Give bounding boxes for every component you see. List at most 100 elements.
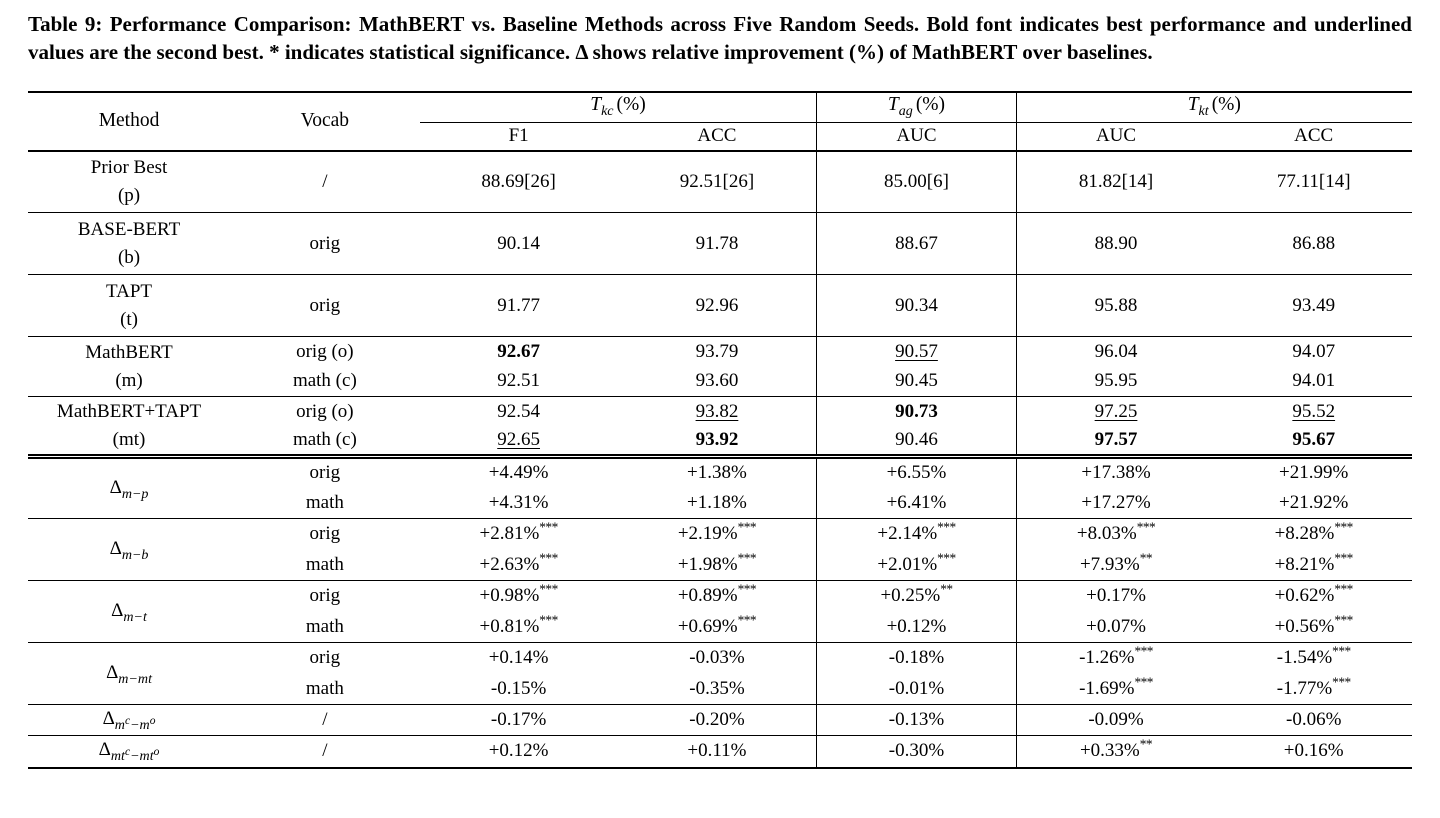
cell-value: 93.79 (695, 340, 739, 362)
value-cell: +0.69%*** (617, 611, 818, 644)
cell-value: +2.81% (479, 523, 540, 545)
delta-method: Δm−p (110, 477, 149, 502)
col-group-header-kt: Tkt (%) (1016, 91, 1412, 124)
cell-value: +2.19% (677, 523, 738, 545)
cell-value: 88.67 (895, 232, 938, 254)
delta-subscript: m−mt (118, 670, 152, 686)
cell-value: 93.82 (695, 400, 739, 422)
col-header-method: Method (28, 91, 231, 152)
method-line: (m) (115, 369, 143, 391)
cell-value: 88.90 (1094, 232, 1138, 254)
sub-col-header: ACC (1215, 122, 1412, 152)
delta-subscript-text: m−p (121, 485, 149, 502)
significance-stars: *** (737, 550, 757, 566)
value-cell: 92.51 (419, 366, 618, 398)
value-cell: 93.79 (617, 336, 818, 367)
value-cell: 90.14 (419, 212, 618, 276)
significance-stars: *** (1334, 550, 1353, 566)
cell-value: 85.00[6] (884, 170, 949, 192)
value-cell: +1.18% (617, 487, 818, 520)
delta-method: Δm−mt (106, 661, 152, 687)
value-cell: +2.19%*** (617, 518, 818, 550)
cell-value: +7.93% (1079, 553, 1140, 575)
table-row: math -0.15% -0.35% -0.01% -1.69%*** -1.77%*** (28, 673, 1412, 706)
value-cell: +2.01%*** (816, 549, 1017, 582)
delta-subscript-text: m (114, 716, 125, 733)
cell-value: 97.57 (1094, 429, 1138, 451)
table-row: TAPT (t) orig 91.77 92.96 90.34 95.88 93.49 (28, 274, 1412, 338)
value-cell: 81.82[14] (1016, 150, 1216, 214)
cell-value: +4.31% (488, 491, 549, 513)
cell-value: -0.13% (888, 709, 945, 731)
cell-value: +8.21% (1274, 553, 1335, 575)
cell-value: -1.54% (1276, 647, 1333, 669)
task-unit: (%) (915, 94, 946, 116)
value-cell: +21.99% (1215, 457, 1412, 488)
value-cell: +2.14%*** (816, 518, 1017, 550)
cell-value: 90.14 (497, 232, 540, 254)
value-cell: +0.25%** (816, 580, 1017, 612)
method-cell: Δm−mt (28, 642, 231, 706)
cell-value: 92.51[26] (679, 170, 755, 192)
cell-value: +0.17% (1086, 585, 1146, 607)
value-cell: 92.54 (420, 397, 618, 427)
significance-stars: *** (1332, 674, 1351, 690)
value-cell: +0.12% (420, 736, 618, 768)
value-cell: 95.52 (1215, 397, 1412, 427)
cell-value: 95.95 (1094, 370, 1138, 392)
vocab-cell: math (230, 549, 420, 582)
table-row: math +2.63%*** +1.98%*** +2.01%*** +7.93%** +… (28, 549, 1412, 582)
value-cell: 88.67 (816, 212, 1017, 276)
value-cell: 94.01 (1215, 366, 1412, 398)
value-cell: +1.98%*** (617, 549, 818, 582)
value-cell: 97.25 (1016, 397, 1215, 427)
value-cell: -0.20% (617, 704, 818, 737)
table-row: Δm−mt orig +0.14% -0.03% -0.18% -1.26%*** -1.5… (28, 642, 1412, 706)
delta-method: Δm−b (110, 538, 149, 563)
cell-value: 92.67 (497, 340, 540, 362)
cell-value: -1.26% (1079, 647, 1135, 669)
task-subscript: ag (898, 103, 913, 120)
cell-value: +0.56% (1274, 615, 1335, 637)
cell-value: 88.69[26] (481, 170, 556, 192)
significance-stars: ** (940, 582, 953, 598)
value-cell: 90.57 (816, 336, 1017, 367)
cell-value: +8.03% (1076, 523, 1137, 545)
method-line: MathBERT (85, 342, 173, 364)
significance-stars: *** (1334, 582, 1353, 598)
value-cell: 97.57 (1016, 426, 1216, 460)
method-cell: Δm−p (28, 456, 231, 520)
cell-value: +8.28% (1274, 523, 1335, 545)
cell-value: 77.11[14] (1276, 170, 1351, 192)
value-cell: 92.96 (617, 274, 818, 338)
cell-value: 95.52 (1292, 400, 1336, 422)
task-subscript: kt (1198, 103, 1209, 120)
cell-value: 96.04 (1094, 340, 1138, 362)
cell-value: -0.01% (888, 677, 945, 699)
value-cell: -0.09% (1016, 704, 1216, 737)
method-line: (p) (117, 184, 141, 206)
vocab-cell: math (c) (230, 366, 420, 398)
value-cell: -1.77%*** (1215, 673, 1412, 706)
cell-value: 86.88 (1292, 232, 1336, 254)
value-cell: -0.13% (816, 704, 1017, 737)
value-cell: 92.67 (420, 337, 618, 367)
task-unit: (%) (1211, 94, 1241, 116)
col-group-header-kc: Tkc (%) (419, 91, 818, 124)
significance-stars: *** (1136, 520, 1156, 536)
cell-value: 97.25 (1094, 400, 1138, 422)
cell-value: +17.27% (1081, 491, 1151, 513)
value-cell: 95.67 (1215, 426, 1412, 460)
value-cell: 93.49 (1215, 274, 1412, 338)
vocab-cell: / (322, 740, 328, 762)
value-cell: -1.26%*** (1016, 643, 1215, 674)
sub-col-header: AUC (816, 122, 1017, 152)
vocab-cell: orig (309, 523, 341, 545)
cell-value: 93.60 (695, 370, 739, 392)
cell-value: 90.46 (895, 429, 938, 451)
header-row-groups: Method Vocab Tkc (%) Tag (%) Tkt (%) (28, 91, 1412, 152)
value-cell: +0.11% (617, 735, 818, 768)
delta-symbol: Δ (106, 661, 119, 683)
value-cell: -0.03% (617, 642, 818, 674)
delta-subscript: mc−mo (114, 715, 156, 733)
